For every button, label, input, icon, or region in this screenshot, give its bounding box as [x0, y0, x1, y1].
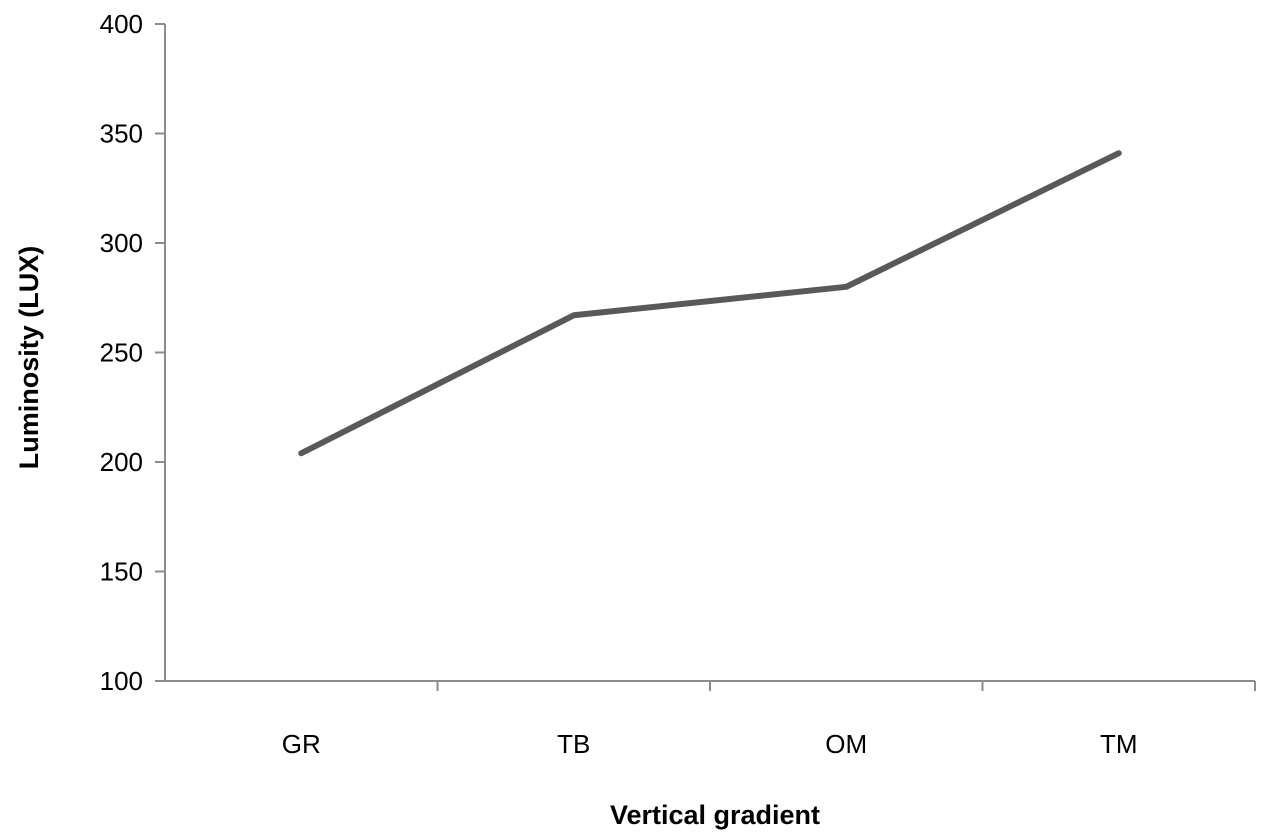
x-tick-label: TM [1100, 729, 1138, 759]
x-axis-title: Vertical gradient [610, 800, 820, 830]
x-axis-ticks: GR TB OM TM [282, 681, 1256, 759]
y-tick-label: 150 [100, 557, 143, 587]
x-tick-label: OM [825, 729, 867, 759]
series-group [298, 150, 1122, 457]
x-tick-label: GR [282, 729, 321, 759]
y-tick-label: 200 [100, 447, 143, 477]
series-line [298, 150, 1122, 457]
x-tick-label: TB [557, 729, 590, 759]
y-axis-ticks: 100 150 200 250 300 350 400 [100, 9, 165, 696]
y-axis-title: Luminosity (LUX) [14, 246, 44, 470]
y-tick-label: 100 [100, 666, 143, 696]
y-tick-label: 250 [100, 338, 143, 368]
y-tick-label: 300 [100, 228, 143, 258]
y-tick-label: 400 [100, 9, 143, 39]
y-tick-label: 350 [100, 119, 143, 149]
